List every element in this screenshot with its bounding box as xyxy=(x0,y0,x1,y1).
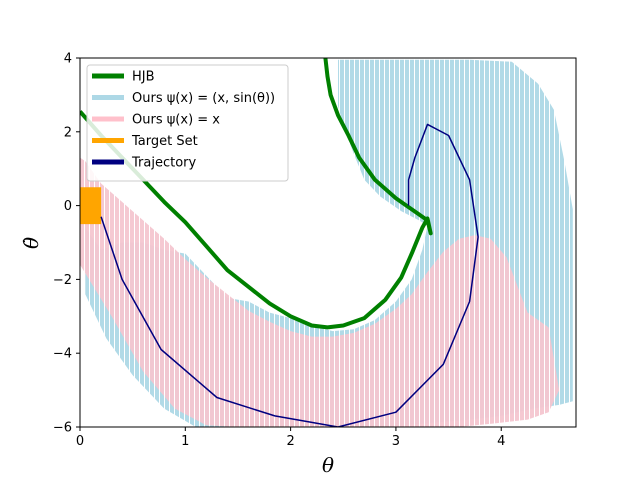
series-layer xyxy=(80,58,479,427)
legend-label: Ours ψ(x) = x xyxy=(132,113,220,128)
x-tick-label: 3 xyxy=(392,434,400,449)
regions-layer xyxy=(80,59,573,427)
series-hjb xyxy=(80,58,433,330)
x-tick-label: 0 xyxy=(76,434,84,449)
y-tick-label: 0 xyxy=(64,199,72,214)
x-tick-label: 2 xyxy=(286,434,294,449)
x-tick-label: 4 xyxy=(497,434,505,449)
y-tick-label: −6 xyxy=(53,421,72,436)
legend-label: Ours ψ(x) = (x, sin(θ)) xyxy=(132,91,275,106)
legend-label: Trajectory xyxy=(131,156,196,171)
series-trajectory xyxy=(100,123,479,427)
legend-label: HJB xyxy=(132,70,155,85)
legend-box xyxy=(86,64,289,182)
legend: HJB Ours ψ(x) = (x, sin(θ)) Ours ψ(x) = x T… xyxy=(86,64,289,182)
ticks-layer: 0 1 2 3 4 −6 −4 −2 0 2 4 xyxy=(53,52,506,450)
y-axis-label: θ̇ xyxy=(19,237,43,249)
legend-label: Target Set xyxy=(131,134,198,149)
y-tick-label: −4 xyxy=(53,347,72,362)
plot-frame xyxy=(79,57,577,428)
x-axis-label: θ xyxy=(322,453,334,477)
region-target-set xyxy=(80,187,102,225)
x-tick-label: 1 xyxy=(181,434,189,449)
region-ours-x-x xyxy=(80,157,560,427)
y-tick-label: 4 xyxy=(64,52,72,67)
y-tick-label: −2 xyxy=(53,273,72,288)
y-tick-label: 2 xyxy=(64,125,72,140)
